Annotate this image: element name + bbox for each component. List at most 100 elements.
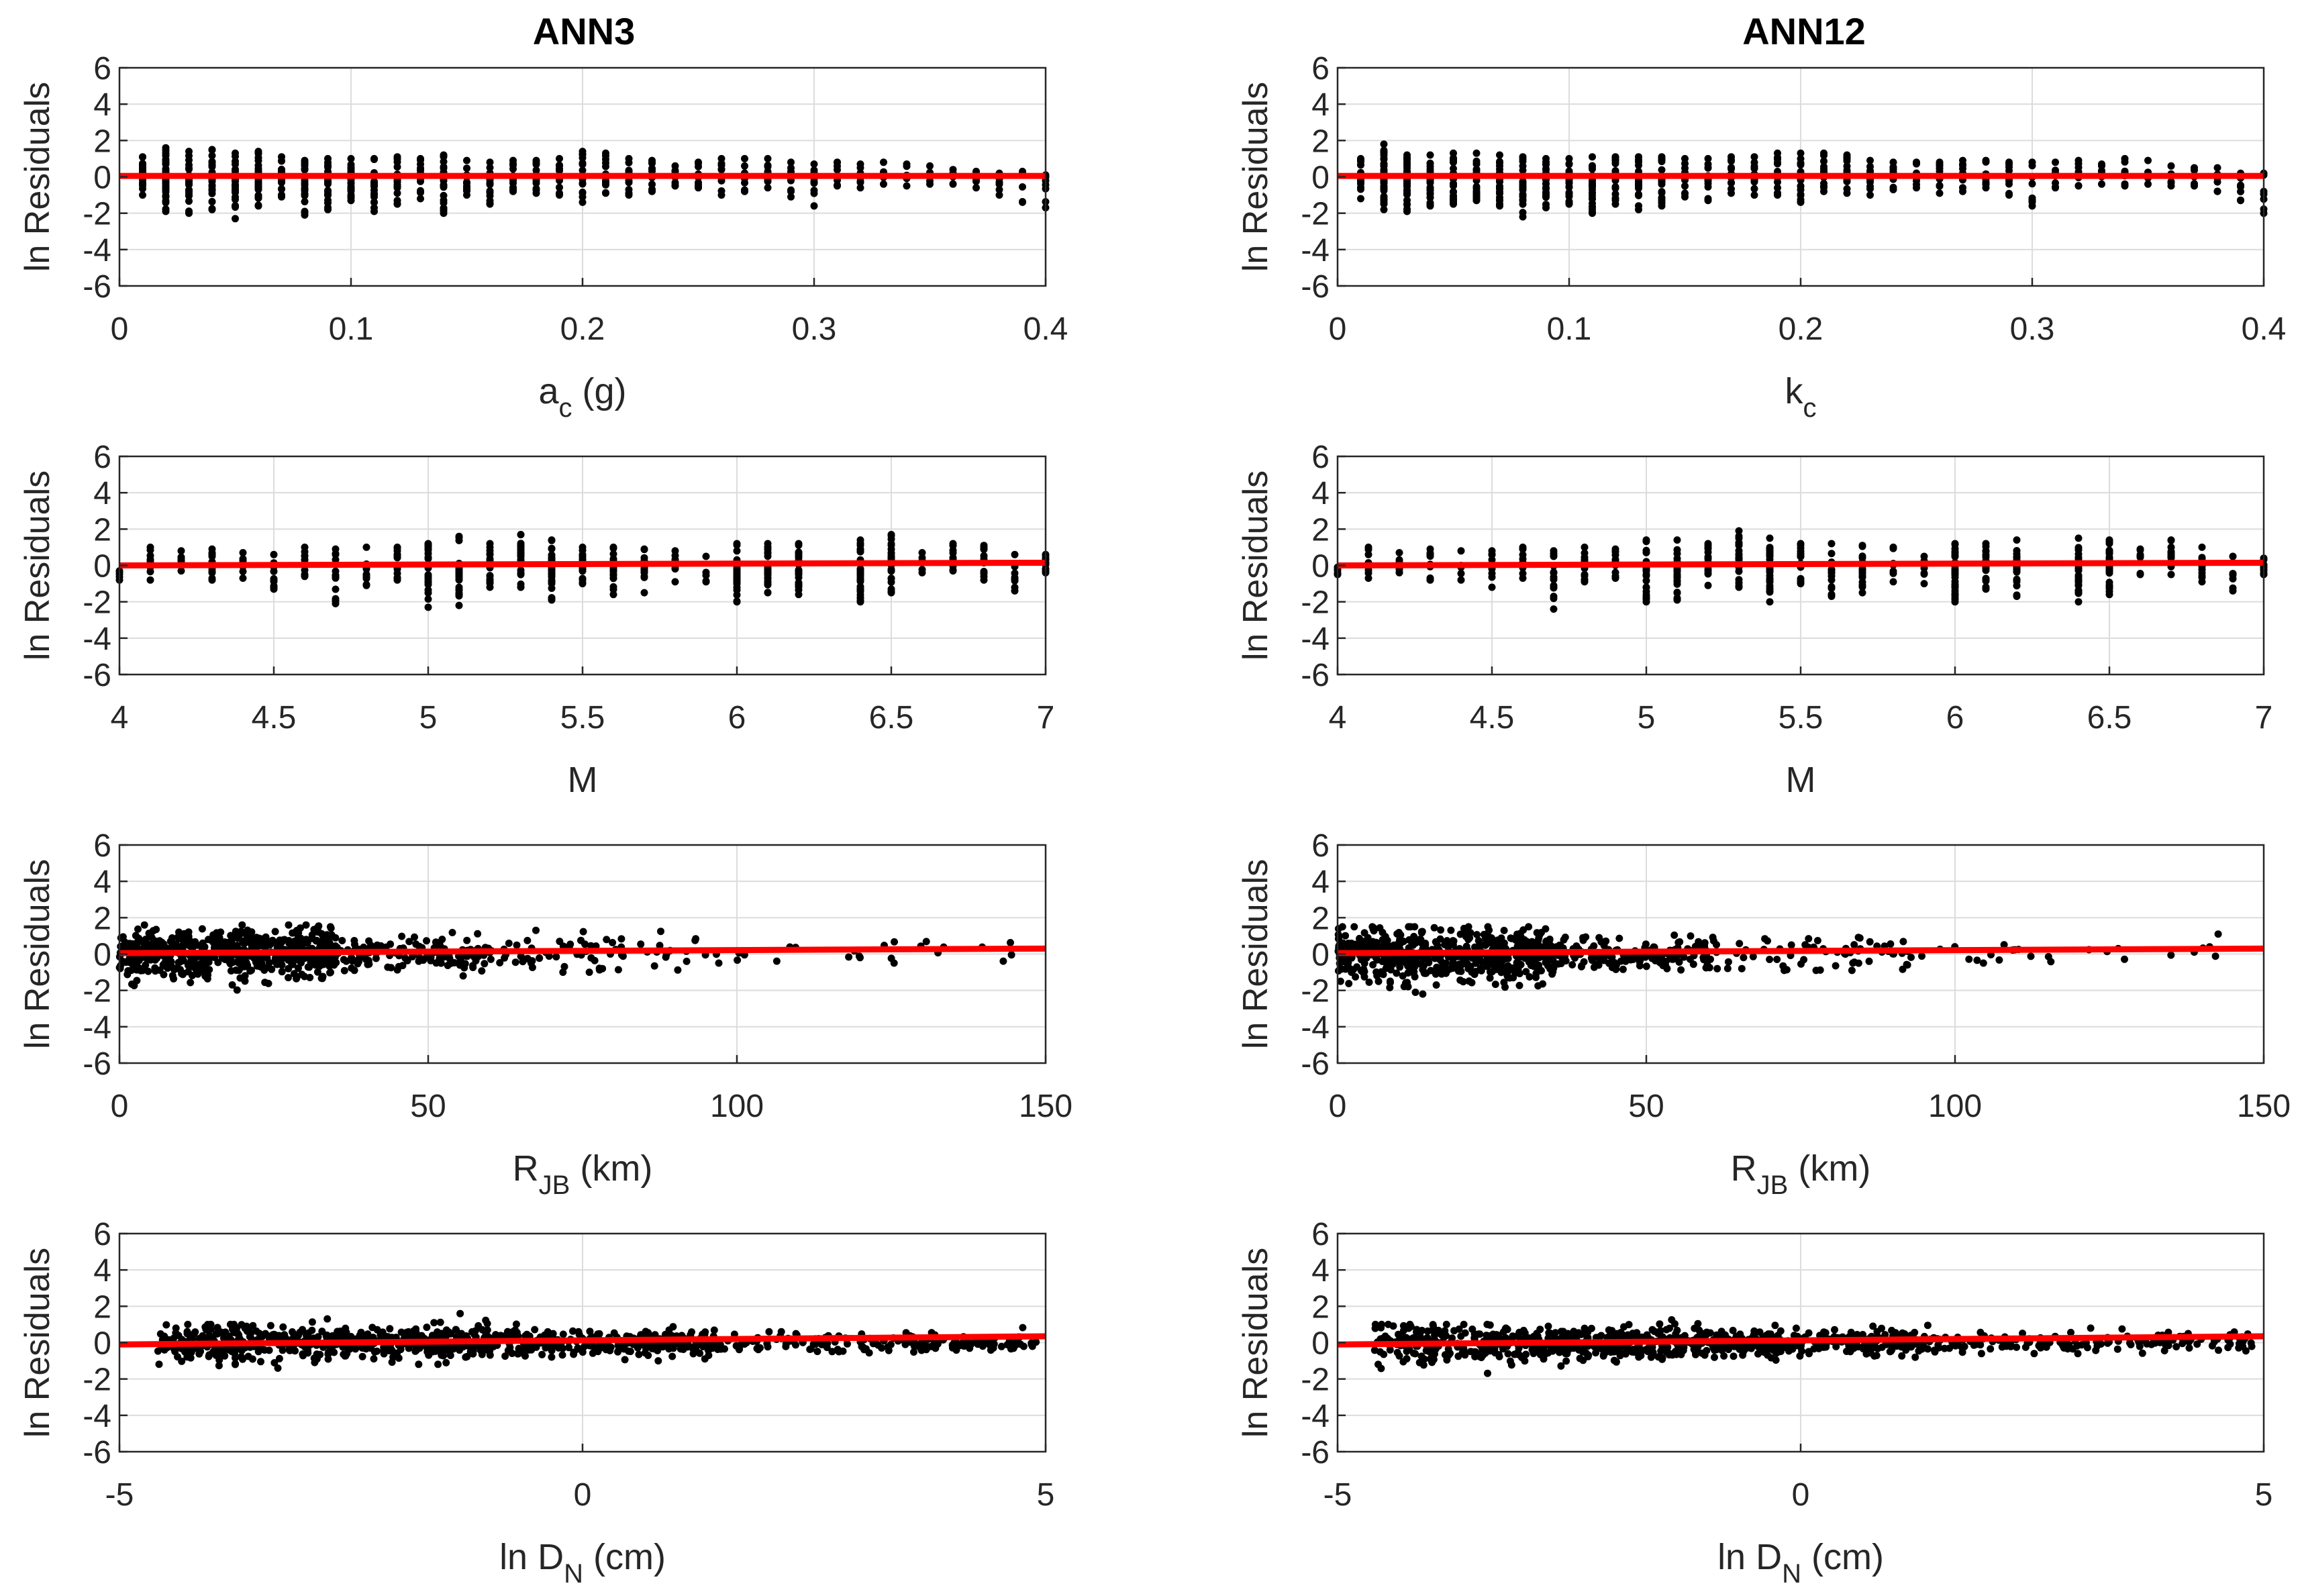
data-point	[201, 972, 209, 980]
data-point	[380, 1350, 388, 1358]
data-point	[1709, 934, 1717, 942]
data-point	[398, 932, 406, 940]
y-axis-label: ln Residuals	[18, 82, 57, 272]
data-point	[370, 156, 378, 163]
x-tick-label: 0	[111, 311, 129, 347]
data-point	[2005, 166, 2013, 174]
data-point	[1532, 973, 1540, 981]
data-point	[187, 1332, 194, 1340]
y-tick-label: -6	[1301, 269, 1330, 305]
data-point	[1457, 547, 1465, 555]
data-point	[221, 1352, 229, 1360]
data-point	[1357, 156, 1364, 164]
data-point	[134, 925, 142, 933]
data-point	[1680, 953, 1688, 961]
y-tick-label: 0	[1311, 160, 1330, 196]
data-point	[308, 1318, 316, 1326]
data-point	[1011, 575, 1019, 583]
data-point	[483, 1319, 491, 1328]
data-point	[834, 166, 841, 174]
data-point	[342, 957, 350, 965]
data-point	[2013, 536, 2021, 544]
data-point	[208, 185, 216, 193]
data-point	[1470, 970, 1479, 979]
data-point	[1848, 966, 1856, 975]
x-tick-label: 0.2	[560, 311, 605, 347]
data-point	[531, 1326, 539, 1334]
data-point	[332, 556, 340, 564]
data-point	[1364, 550, 1372, 558]
data-point	[362, 956, 370, 964]
data-point	[393, 200, 401, 208]
data-point	[1496, 165, 1503, 173]
data-point	[637, 940, 645, 948]
data-point	[301, 157, 309, 165]
data-point	[1642, 962, 1650, 970]
data-point	[1750, 191, 1758, 199]
data-point	[1611, 167, 1619, 174]
data-point	[1589, 153, 1596, 161]
x-tick-label: 7	[2255, 700, 2273, 736]
data-point	[656, 942, 664, 950]
data-point	[405, 938, 413, 946]
data-point	[162, 158, 170, 166]
data-point	[424, 603, 432, 611]
data-point	[2167, 543, 2175, 551]
data-point	[278, 177, 285, 185]
y-tick-label: 4	[1311, 476, 1330, 511]
data-point	[254, 161, 262, 169]
data-point	[552, 953, 560, 961]
data-point	[1627, 956, 1635, 964]
data-point	[314, 1333, 322, 1341]
data-point	[1457, 576, 1465, 584]
data-point	[1677, 966, 1685, 974]
data-point	[1485, 926, 1493, 934]
data-point	[523, 936, 532, 944]
data-point	[463, 186, 470, 193]
data-point	[1370, 924, 1378, 932]
x-tick-label: 0.3	[2010, 311, 2055, 347]
data-point	[1519, 555, 1527, 563]
data-point	[1611, 157, 1619, 165]
data-point	[602, 152, 609, 160]
data-point	[548, 1353, 556, 1361]
data-point	[602, 162, 609, 170]
y-tick-label: -6	[1301, 1046, 1330, 1082]
data-point	[315, 959, 323, 967]
data-point	[579, 193, 587, 201]
data-point	[556, 154, 563, 162]
data-point	[548, 545, 556, 553]
data-point	[810, 202, 818, 210]
data-point	[144, 967, 152, 975]
data-point	[692, 935, 700, 943]
data-point	[1478, 958, 1486, 966]
data-point	[1611, 190, 1619, 198]
data-point	[1658, 199, 1666, 207]
y-tick-label: 2	[93, 123, 111, 159]
data-point	[1468, 979, 1476, 987]
data-point	[1774, 184, 1781, 192]
data-point	[764, 184, 772, 192]
data-point	[733, 597, 741, 605]
data-point	[926, 177, 934, 185]
data-point	[2098, 166, 2105, 174]
data-point	[2052, 158, 2059, 166]
data-point	[1447, 926, 1455, 934]
data-point	[1787, 941, 1795, 949]
data-point	[424, 589, 432, 597]
data-point	[301, 972, 309, 981]
data-point	[657, 928, 664, 936]
data-point	[1595, 961, 1603, 969]
data-point	[1449, 941, 1457, 949]
data-point	[715, 959, 723, 967]
x-tick-label: 50	[1628, 1089, 1664, 1124]
data-point	[1517, 960, 1525, 968]
data-point	[329, 1332, 337, 1340]
data-point	[810, 187, 818, 195]
data-point	[509, 179, 517, 187]
data-point	[1681, 164, 1689, 172]
data-point	[399, 962, 407, 970]
data-point	[185, 165, 193, 173]
data-point	[1854, 934, 1862, 942]
